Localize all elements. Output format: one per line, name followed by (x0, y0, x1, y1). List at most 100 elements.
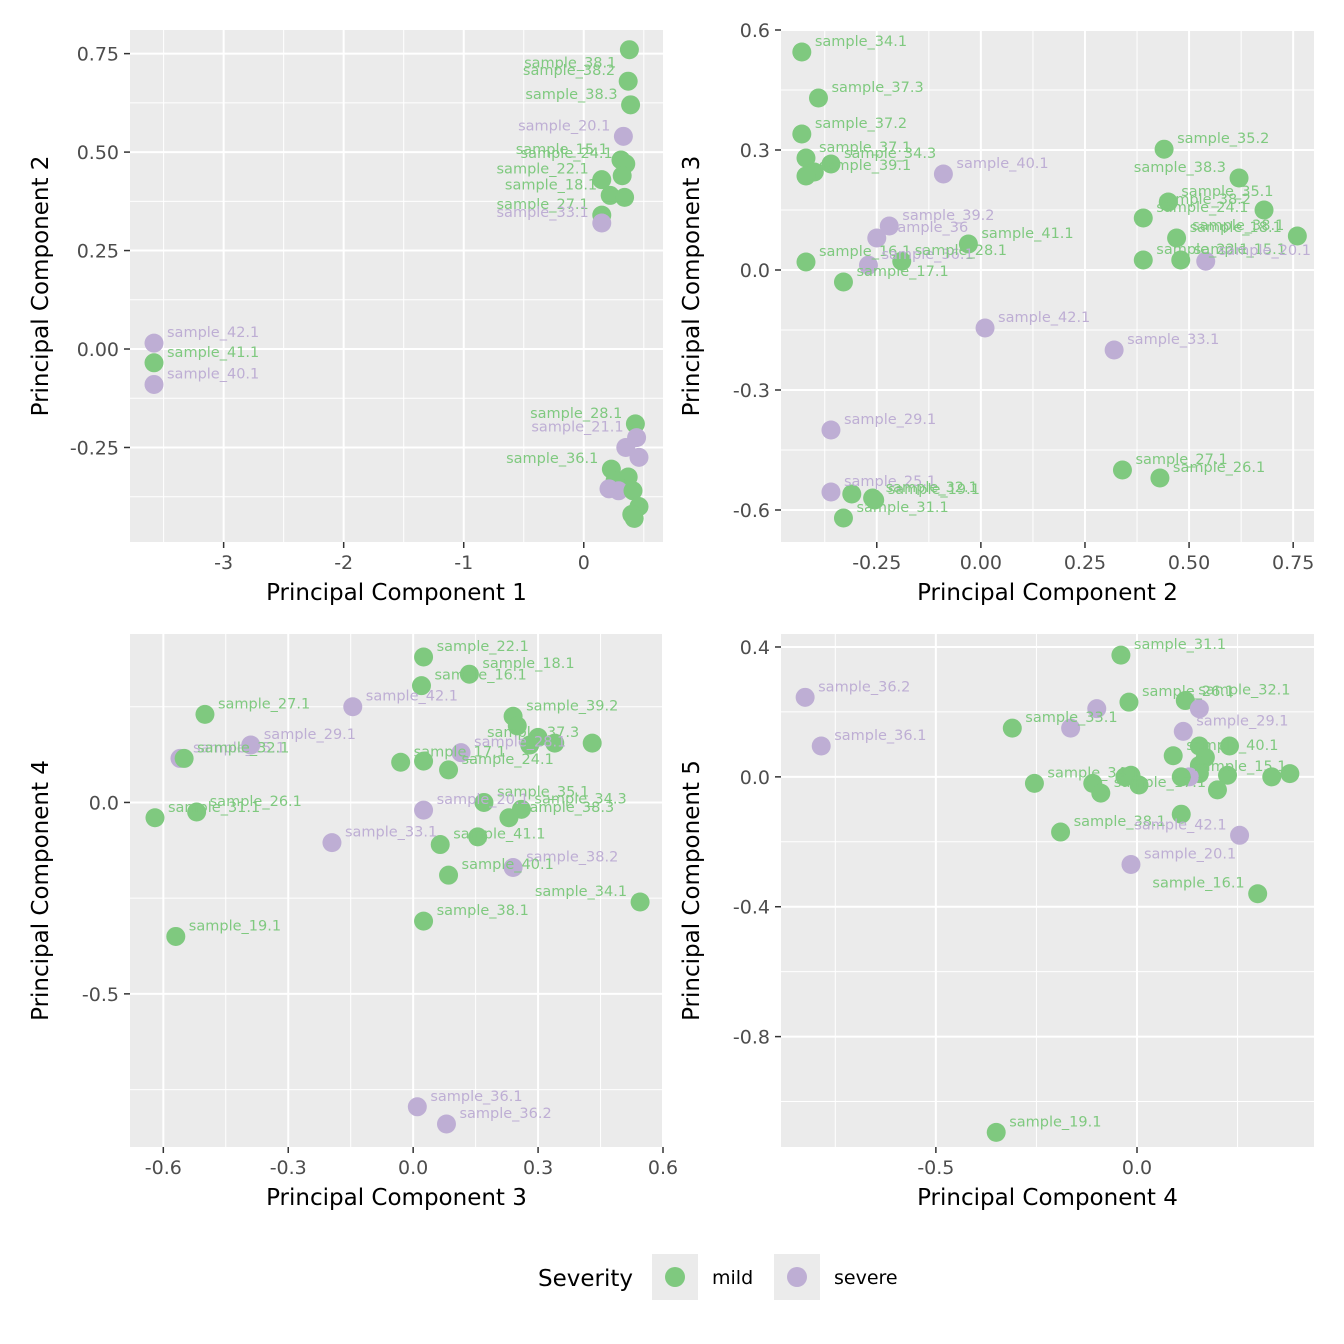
point-label: sample_25.1 (193, 740, 285, 756)
point-mild (821, 154, 841, 174)
point-mild (623, 481, 643, 501)
x-axis-title: Principal Component 2 (917, 580, 1178, 606)
point-mild (1158, 192, 1178, 212)
point-label: sample_40.1 (167, 366, 259, 382)
point-severe (407, 1097, 427, 1117)
point-label: sample_38.1 (1074, 814, 1166, 830)
point-mild (833, 508, 853, 528)
point-severe (451, 743, 471, 763)
point-label: sample_37.3 (487, 725, 579, 741)
point-label: sample_20.1 (437, 792, 529, 808)
point-severe (1196, 251, 1216, 271)
point-label: sample_38.1 (524, 56, 616, 72)
point-label: sample_38.1 (437, 903, 529, 919)
point-label: sample_40.1 (956, 156, 1048, 172)
point-mild (430, 835, 450, 855)
point-label: sample_21.1 (531, 420, 623, 436)
point-severe (144, 374, 164, 394)
point-label: sample_37.3 (831, 80, 923, 96)
point-severe (1087, 699, 1107, 719)
point-severe (1061, 718, 1081, 738)
point-mild (1287, 226, 1307, 246)
point-severe (436, 1114, 456, 1134)
point-label: sample_42.1 (998, 310, 1090, 326)
point-label: sample_39.2 (526, 698, 618, 714)
x-axis-title: Principal Component 4 (917, 1185, 1178, 1211)
point-label: sample_38.1 (1192, 218, 1284, 234)
x-tick-label: -1 (454, 552, 473, 574)
point-severe (1104, 340, 1124, 360)
point-label: sample_35.1 (497, 784, 589, 800)
y-tick-label: 0.0 (740, 767, 770, 789)
point-severe (858, 255, 878, 275)
point-label: sample_33.1 (345, 825, 437, 841)
point-mild (808, 88, 828, 108)
point-label: sample_42.1 (167, 325, 259, 341)
x-tick-label: 0.75 (1272, 552, 1314, 574)
point-mild (459, 664, 479, 684)
point-mild (1207, 780, 1227, 800)
panel-background (781, 30, 1314, 542)
point-label: sample_20.1 (1144, 847, 1236, 863)
point-label: sample_19.1 (888, 482, 980, 498)
x-tick-label: -3 (214, 552, 233, 574)
y-tick-label: 0.0 (89, 792, 119, 814)
point-label: sample_32.1 (1198, 683, 1290, 699)
x-tick-label: 0.0 (398, 1157, 428, 1179)
y-tick-label: 0.50 (77, 142, 119, 164)
point-label: sample_18.1 (1190, 220, 1282, 236)
point-label: sample_20.1 (1219, 243, 1311, 259)
point-mild (600, 185, 620, 205)
point-mild (414, 751, 434, 771)
point-mild (615, 187, 635, 207)
point-label: sample_19.1 (1009, 1114, 1101, 1130)
point-label: sample_22.1 (1156, 242, 1248, 258)
point-label: sample_26.1 (1142, 684, 1234, 700)
y-tick-label: 0.00 (77, 339, 119, 361)
point-label: sample_29.1 (844, 412, 936, 428)
point-label: sample_36.2 (459, 1106, 551, 1122)
y-tick-label: 0.4 (740, 637, 770, 659)
x-tick-label: 0.6 (648, 1157, 678, 1179)
panel-background (130, 634, 663, 1147)
point-label: sample_42.1 (366, 689, 458, 705)
point-label: sample_36 (890, 220, 968, 236)
point-label: sample_24.1 (462, 752, 554, 768)
point-mild (474, 792, 494, 812)
point-mild (439, 760, 459, 780)
point-label: sample_17.1 (414, 744, 506, 760)
point-label: sample_36.1 (834, 728, 926, 744)
point-severe (613, 126, 633, 146)
point-mild (612, 166, 632, 186)
point-label: sample_19.1 (189, 918, 281, 934)
y-tick-label: -0.5 (82, 984, 119, 1006)
point-severe (867, 228, 887, 248)
point-severe (322, 833, 342, 853)
point-severe (414, 800, 434, 820)
point-mild (842, 484, 862, 504)
point-label: sample_28.1 (915, 243, 1007, 259)
point-mild (1171, 767, 1191, 787)
point-mild (625, 414, 645, 434)
point-mild (892, 251, 912, 271)
point-label: sample_34.3 (534, 791, 626, 807)
point-mild (174, 748, 194, 768)
point-mild (619, 40, 639, 60)
legend-title: Severity (538, 1266, 633, 1292)
point-mild (195, 704, 215, 724)
point-label: sample_39.2 (902, 208, 994, 224)
point-label: sample_41.1 (453, 827, 545, 843)
point-mild (1024, 773, 1044, 793)
point-mild (1133, 250, 1153, 270)
y-axis-title: Principal Component 2 (28, 156, 54, 417)
y-axis-title: Principal Component 4 (28, 760, 54, 1021)
point-label: sample_27.1 (497, 197, 589, 213)
x-axis-title: Principal Component 3 (266, 1185, 527, 1211)
point-label: sample_38.3 (522, 800, 614, 816)
point-mild (1051, 822, 1071, 842)
y-tick-label: -0.6 (733, 500, 770, 522)
point-label: sample_15.1 (1194, 242, 1286, 258)
point-mild (1119, 692, 1139, 712)
point-severe (879, 216, 899, 236)
point-label: sample_17.1 (856, 264, 948, 280)
